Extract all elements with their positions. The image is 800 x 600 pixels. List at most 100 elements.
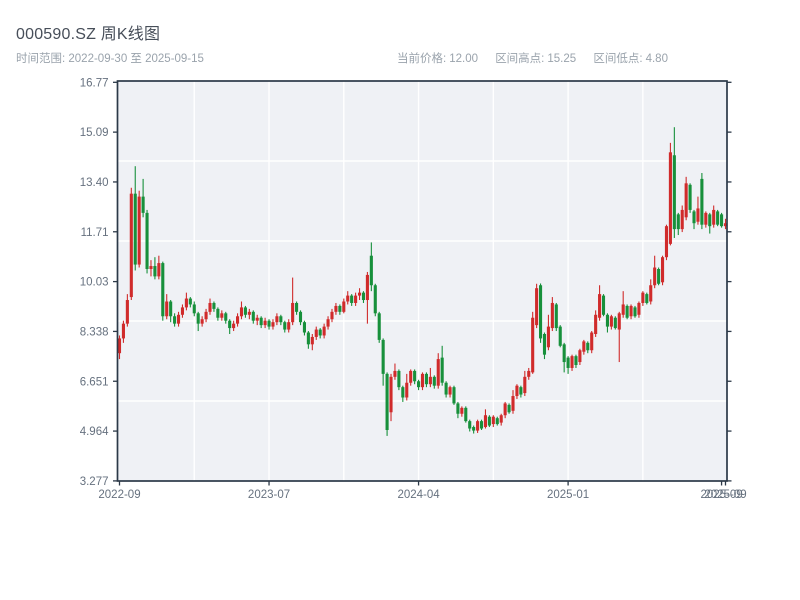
candle-body	[633, 307, 637, 317]
candle-body	[338, 305, 342, 312]
candle-body	[550, 302, 554, 329]
candle-body	[145, 212, 149, 270]
candle-body	[590, 332, 594, 351]
plot-area	[117, 81, 727, 481]
candle-body	[452, 387, 456, 404]
candle-body	[417, 381, 421, 388]
candle-body	[283, 322, 287, 330]
candle-body	[420, 373, 425, 388]
candle-body	[405, 382, 409, 398]
candle-body	[224, 313, 228, 321]
candle-body	[314, 329, 318, 337]
y-axis-tick-label: 3.277	[80, 476, 109, 488]
candle-body	[129, 193, 133, 298]
candle-body	[236, 316, 240, 324]
candle-body	[637, 302, 641, 315]
range-high-label: 区间高点:	[495, 53, 545, 65]
candle-body	[125, 300, 129, 324]
candle-body	[499, 415, 503, 423]
candle-body	[523, 376, 527, 394]
candle-body	[609, 316, 613, 327]
candle-body	[302, 322, 306, 333]
candle-body	[546, 326, 550, 348]
candle-body	[342, 301, 346, 312]
stats-row: 当前价格: 12.00 区间高点: 15.25 区间低点: 4.80	[397, 50, 682, 66]
candle-body	[558, 326, 562, 346]
candle-body	[601, 295, 606, 315]
candle-body	[267, 320, 271, 327]
x-axis-tick-label: 2025-01	[547, 489, 589, 501]
candle-body	[334, 305, 338, 312]
candle-body	[141, 196, 145, 213]
candle-body	[684, 183, 688, 218]
candle-body	[180, 307, 185, 315]
candle-body	[519, 387, 523, 395]
candle-body	[212, 302, 216, 309]
candle-body	[165, 301, 169, 317]
candle-body	[295, 302, 299, 312]
candle-body	[440, 357, 444, 383]
candle-body	[716, 211, 720, 225]
candle-body	[629, 305, 633, 317]
candle-body	[243, 307, 247, 315]
candle-body	[605, 314, 609, 327]
x-axis-tick-label: 2022-09	[98, 489, 140, 501]
candle-body	[401, 387, 405, 398]
candle-body	[641, 292, 645, 303]
candle-body	[361, 292, 366, 301]
candle-body	[428, 376, 432, 385]
candle-body	[377, 313, 381, 340]
candle-body	[346, 295, 350, 302]
candle-body	[696, 208, 700, 222]
candle-body	[594, 314, 598, 334]
candle-body	[527, 370, 531, 377]
candle-body	[251, 311, 255, 321]
candle-body	[578, 350, 582, 363]
candle-body	[617, 313, 621, 330]
candle-body	[397, 370, 401, 388]
candle-body	[723, 223, 728, 227]
current-price-value: 12.00	[449, 53, 478, 65]
candle-body	[385, 373, 389, 431]
candle-body	[464, 407, 468, 422]
candle-body	[424, 373, 428, 385]
candle-body	[570, 356, 574, 368]
candle-body	[495, 418, 499, 425]
candle-body	[354, 295, 358, 303]
candle-body	[554, 304, 558, 329]
range-low-stat: 区间低点: 4.80	[593, 53, 668, 65]
candle-body	[365, 274, 369, 301]
y-axis-tick-label: 11.71	[81, 227, 109, 239]
candle-body	[169, 301, 173, 317]
candle-body	[153, 266, 157, 277]
candle-body	[133, 193, 137, 265]
candle-body	[330, 311, 334, 320]
candle-body	[216, 308, 220, 318]
candle-body	[291, 302, 295, 323]
x-axis-tick-label: 2025-09	[704, 489, 746, 501]
candle-body	[184, 298, 188, 308]
candle-body	[369, 255, 373, 286]
candle-body	[228, 320, 232, 329]
candle-body	[149, 266, 153, 270]
candle-body	[621, 304, 625, 315]
candle-body	[476, 421, 480, 431]
candle-body	[491, 416, 495, 425]
candle-body	[657, 269, 661, 284]
candle-body	[566, 357, 570, 368]
x-axis-tick-label: 2024-04	[397, 489, 440, 501]
candle-body	[298, 311, 303, 323]
candle-body	[413, 370, 417, 382]
candle-body	[460, 407, 464, 414]
candle-body	[535, 288, 539, 326]
candle-body	[688, 184, 692, 210]
candle-body	[409, 370, 413, 383]
candle-body	[326, 319, 330, 327]
candle-body	[692, 211, 696, 224]
candle-body	[232, 323, 236, 329]
candle-body	[712, 209, 716, 225]
candle-body	[117, 338, 122, 354]
candle-body	[373, 285, 377, 314]
candle-body	[613, 317, 617, 329]
